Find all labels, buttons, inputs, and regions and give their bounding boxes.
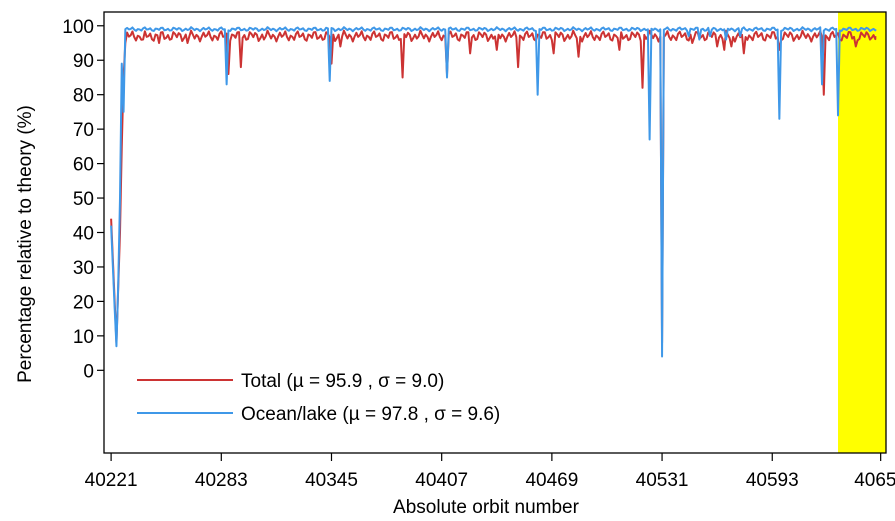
x-tick-label: 40654 bbox=[854, 470, 895, 491]
x-tick-label: 40593 bbox=[746, 470, 799, 491]
y-tick-label: 40 bbox=[73, 224, 94, 245]
y-tick-label: 100 bbox=[62, 17, 94, 38]
x-tick-label: 40345 bbox=[305, 470, 358, 491]
legend-label-ocean-lake: Ocean/lake (µ = 97.8 , σ = 9.6) bbox=[241, 404, 500, 425]
x-tick-label: 40407 bbox=[415, 470, 468, 491]
series-line-ocean-lake bbox=[110, 26, 877, 358]
series-layer bbox=[110, 26, 877, 358]
y-tick-label: 10 bbox=[73, 327, 94, 348]
x-tick-label: 40531 bbox=[636, 470, 689, 491]
y-tick-label: 70 bbox=[73, 120, 94, 141]
highlight-band bbox=[838, 12, 886, 453]
y-tick-label: 90 bbox=[73, 51, 94, 72]
y-tick-label: 60 bbox=[73, 155, 94, 176]
series-line-total bbox=[110, 29, 877, 344]
x-axis-title: Absolute orbit number bbox=[393, 497, 580, 518]
plot-background bbox=[104, 12, 886, 453]
y-tick-label: 20 bbox=[73, 292, 94, 313]
y-tick-label: 50 bbox=[73, 189, 94, 210]
y-tick-label: 80 bbox=[73, 86, 94, 107]
y-axis-title: Percentage relative to theory (%) bbox=[15, 105, 36, 383]
legend: Total (µ = 95.9 , σ = 9.0) Ocean/lake (µ… bbox=[137, 371, 500, 425]
y-tick-label: 30 bbox=[73, 258, 94, 279]
y-tick-label: 0 bbox=[83, 361, 94, 382]
x-tick-label: 40283 bbox=[195, 470, 248, 491]
x-axis: 40221 40283 40345 40407 40469 40531 40593 40654 bbox=[85, 453, 895, 491]
x-tick-label: 40469 bbox=[525, 470, 578, 491]
y-axis: 0 10 20 30 40 50 60 70 80 90 100 bbox=[62, 17, 104, 382]
legend-label-total: Total (µ = 95.9 , σ = 9.0) bbox=[241, 371, 444, 392]
x-tick-label: 40221 bbox=[85, 470, 138, 491]
